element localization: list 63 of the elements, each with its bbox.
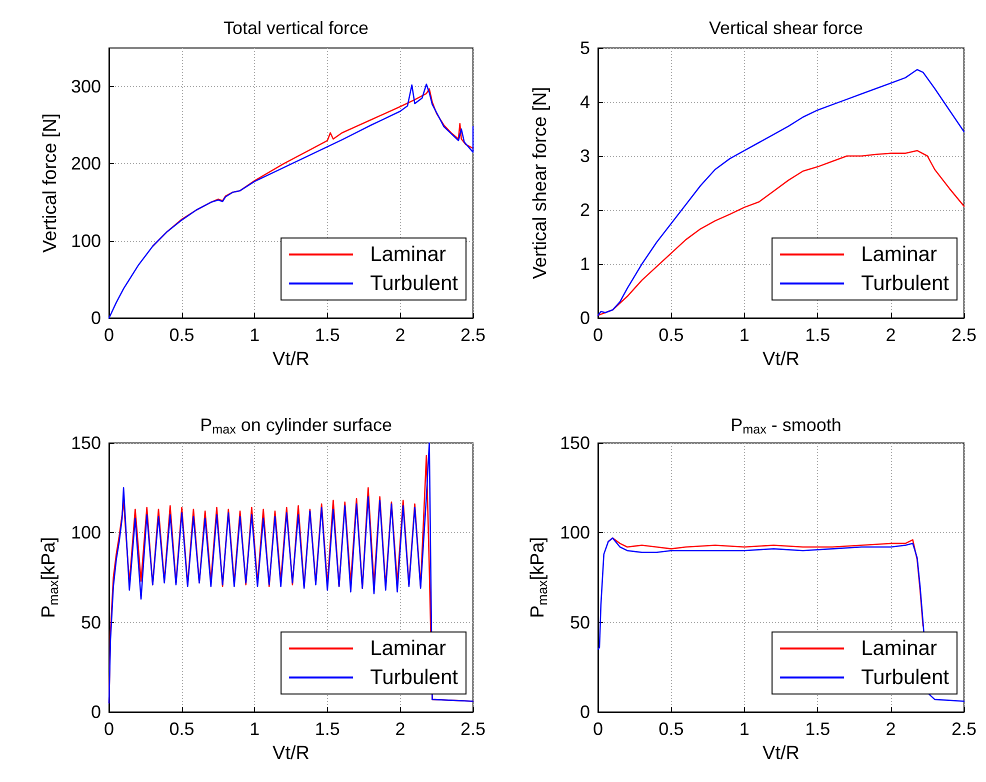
x-tick-label: 0.5 [169,719,194,739]
x-axis-title: Vt/R [762,349,800,370]
legend-label: Laminar [370,243,446,266]
x-tick-label: 0 [592,719,604,739]
line-series [597,68,965,316]
x-tick-label: 0 [104,325,114,345]
x-tick-label: 1.5 [805,719,830,739]
y-tick-label: 5 [580,38,590,58]
legend-label: Turbulent [370,272,458,295]
x-axis-title: Vt/R [762,743,800,764]
chart-title: Total vertical force [223,18,369,38]
y-tick-label: 100 [70,230,101,251]
x-tick-label: 0.5 [169,325,194,345]
x-tick-label: 1 [250,325,260,345]
y-tick-label: 0 [90,308,101,328]
x-tick-label: 2.5 [460,719,486,739]
x-tick-label: 1.5 [314,325,340,345]
x-tick-label: 2.5 [951,719,977,739]
y-tick-label: 2 [580,200,590,220]
legend-label: Laminar [861,243,937,266]
y-tick-label: 150 [70,433,101,453]
y-tick-label: 100 [70,522,101,543]
y-axis-title: Pmax[kPa] [527,536,550,618]
y-axis-title: Pmax[kPa] [38,536,62,618]
x-tick-label: 1.5 [805,325,830,345]
x-tick-label: 1 [739,325,750,345]
y-tick-label: 50 [80,612,101,632]
y-tick-label: 1 [580,254,590,274]
y-tick-label: 0 [580,308,590,328]
x-tick-label: 1.5 [314,719,340,739]
legend-label: Turbulent [861,272,950,295]
x-tick-label: 2.5 [951,325,977,345]
line-series [597,537,965,702]
legend-label: Turbulent [861,666,950,689]
y-tick-label: 3 [580,146,590,166]
legend-label: Laminar [370,637,446,660]
x-tick-label: 1 [250,719,260,739]
y-tick-label: 0 [580,702,590,722]
y-tick-label: 50 [570,612,590,632]
x-tick-label: 1 [739,719,750,739]
y-axis-title: Vertical shear force [N] [530,86,551,280]
x-tick-label: 0 [592,325,604,345]
x-tick-label: 2 [886,325,896,345]
x-tick-label: 2 [886,719,896,739]
y-tick-label: 0 [90,702,101,722]
y-tick-label: 4 [580,92,590,112]
legend-label: Laminar [861,637,937,660]
y-tick-label: 300 [70,76,101,97]
x-tick-label: 0 [104,719,114,739]
chart-title: Vertical shear force [708,18,864,38]
x-tick-label: 0.5 [658,719,684,739]
x-axis-title: Vt/R [272,349,310,370]
y-axis-title: Vertical force [N] [40,113,62,253]
x-axis-title: Vt/R [272,743,310,764]
x-tick-label: 0.5 [658,325,684,345]
y-tick-label: 200 [70,154,101,174]
line-series [597,150,965,316]
legend-label: Turbulent [370,666,458,689]
x-tick-label: 2.5 [460,325,486,345]
y-tick-label: 150 [560,433,590,453]
y-tick-label: 100 [560,522,590,543]
x-tick-label: 2 [395,719,406,739]
x-tick-label: 2 [395,325,406,345]
